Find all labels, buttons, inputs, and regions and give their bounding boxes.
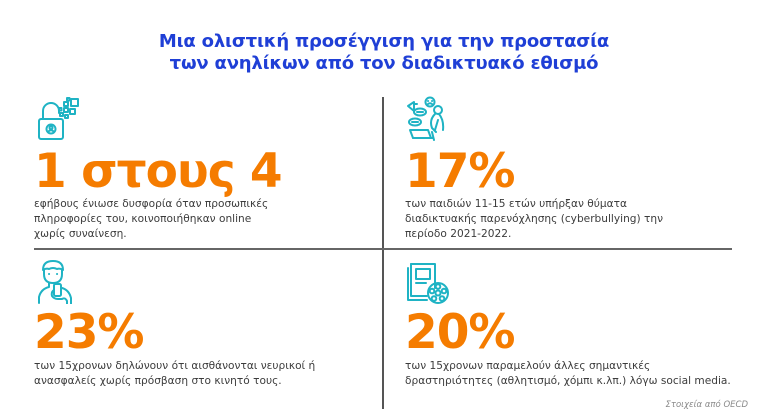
unlocked-padlock-data-icon [34,96,80,142]
stat-card-privacy: 1 στους 4 εφήβους ένιωσε δυσφορία όταν π… [34,96,283,242]
title-line-2: των ανηλίκων από τον διαδικτυακό εθισμό [169,53,599,74]
stat-value: 17% [405,144,516,199]
source-credit: Στοιχεία από OECD [665,400,748,410]
stat-value: 23% [34,305,145,360]
horizontal-divider [34,248,732,250]
stat-value: 1 στους 4 [34,144,283,199]
cyberbullying-person-laptop-icon [405,96,451,142]
stat-value: 20% [405,305,515,360]
stat-card-neglected-activities: 20% των 15χρονων παραμελούν άλλες σημαντ… [405,260,731,389]
stat-card-cyberbullying: 17% των παιδιών 11-15 ετών υπήρξαν θύματ… [405,96,663,242]
stat-card-phone-anxiety: 23% των 15χρονων δηλώνουν ότι αισθάνοντα… [34,258,315,389]
teen-with-phone-icon [34,258,80,304]
book-and-football-icon [405,260,451,306]
vertical-divider [382,97,384,409]
title-line-1: Μια ολιστική προσέγγιση για την προστασί… [158,31,610,52]
page-title: Μια ολιστική προσέγγιση για την προστασί… [0,31,768,75]
stat-description: των παιδιών 11-15 ετών υπήρξαν θύματα δι… [405,198,664,240]
stat-description: των 15χρονων παραμελούν άλλες σημαντικές… [405,360,731,387]
stat-description: εφήβους ένιωσε δυσφορία όταν προσωπικές … [34,198,269,240]
stat-description: των 15χρονων δηλώνουν ότι αισθάνονται νε… [34,360,316,387]
